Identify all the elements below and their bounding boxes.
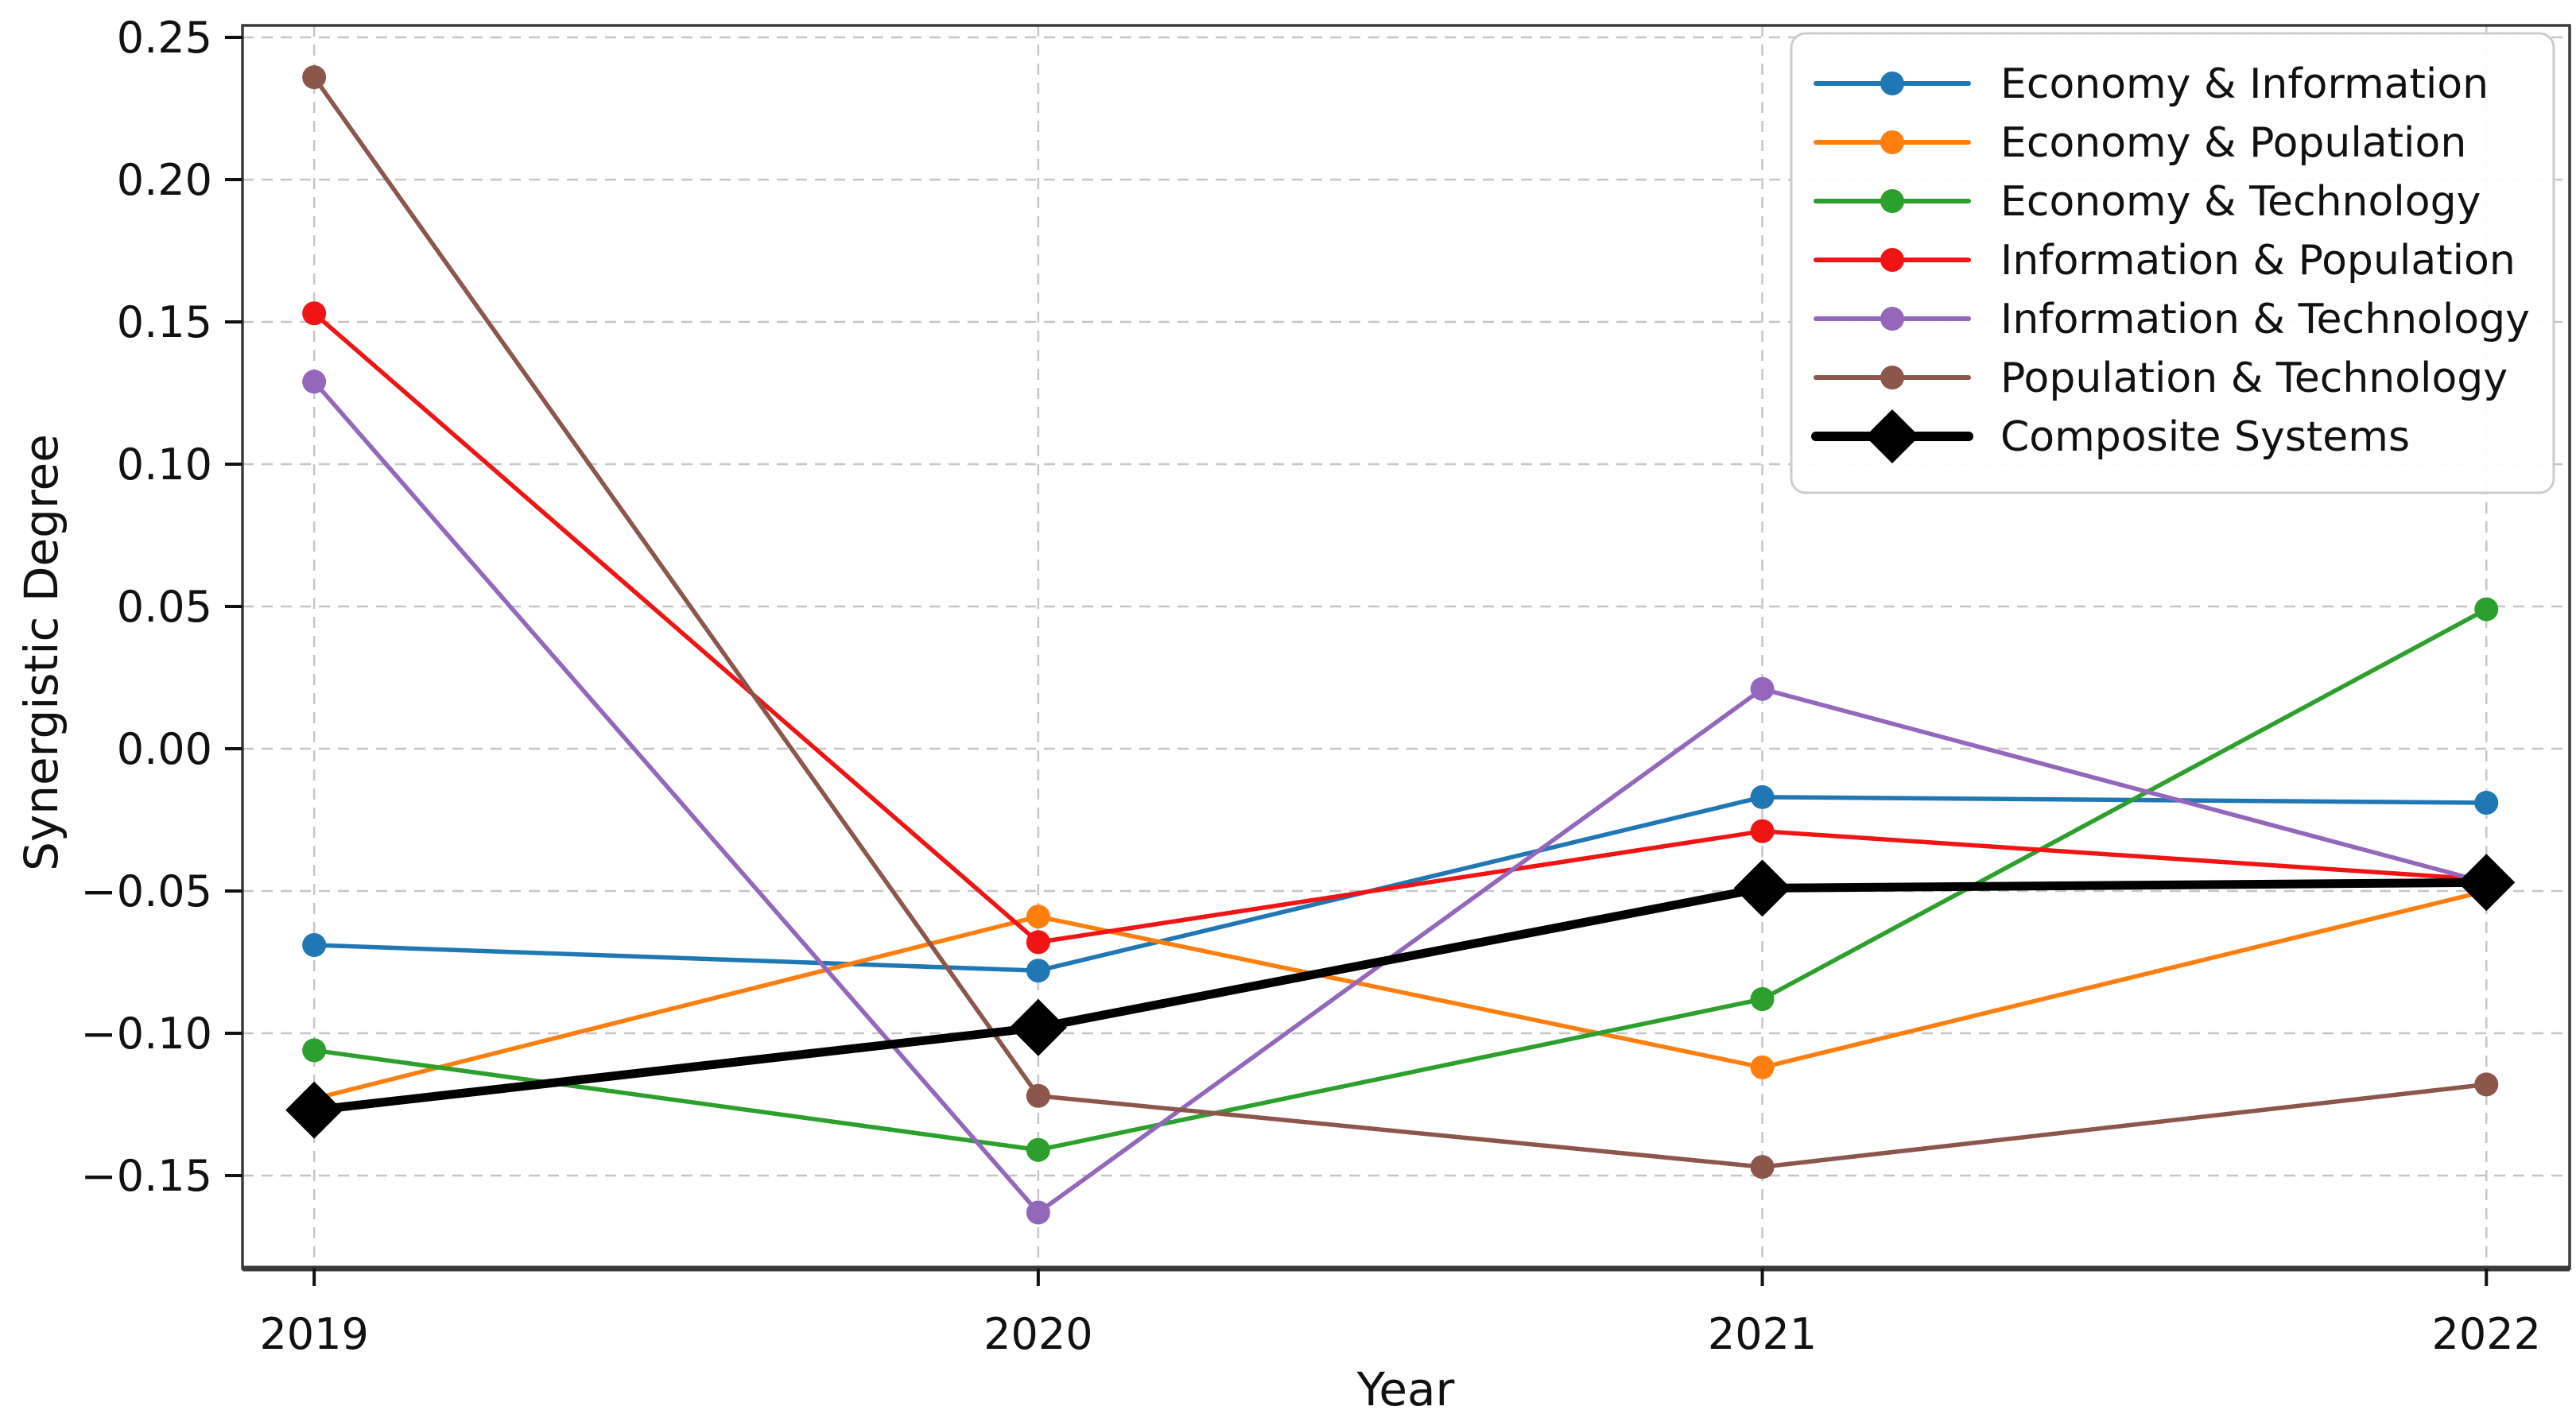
legend-item-label: Economy & Information xyxy=(2000,60,2489,108)
y-tick-label: 0.00 xyxy=(117,724,212,774)
legend-item-economy-population: Economy & Population xyxy=(1814,119,2466,167)
legend-marker-circle xyxy=(1880,366,1904,389)
x-tick-label: 2019 xyxy=(259,1309,368,1359)
marker-circle-economy-technology xyxy=(2474,597,2499,622)
marker-circle-information-population xyxy=(1026,930,1050,955)
marker-circle-economy-technology xyxy=(1026,1137,1050,1162)
legend-marker-circle xyxy=(1880,130,1904,154)
legend-item-information-technology: Information & Technology xyxy=(1814,296,2530,343)
series-line-economy-information xyxy=(312,795,2489,973)
y-tick-label: 0.25 xyxy=(117,13,212,63)
y-tick-label: 0.20 xyxy=(117,155,212,205)
legend-item-label: Population & Technology xyxy=(2000,354,2508,402)
series-line-composite-systems xyxy=(309,877,2491,1115)
series-line-information-technology xyxy=(312,379,2489,1215)
legend-marker-circle xyxy=(1880,307,1904,331)
marker-circle-economy-information xyxy=(1750,784,1775,809)
legend-item-information-population: Information & Population xyxy=(1814,237,2516,285)
y-tick-label: 0.05 xyxy=(117,582,212,632)
marker-circle-information-technology xyxy=(302,370,327,394)
legend-item-label: Composite Systems xyxy=(2000,413,2410,461)
gridlines-layer xyxy=(242,25,2570,1269)
legend-item-label: Economy & Population xyxy=(2000,119,2466,167)
legend-item-label: Economy & Technology xyxy=(2000,178,2481,226)
legend-item-population-technology: Population & Technology xyxy=(1814,354,2508,402)
y-axis-label: Synergistic Degree xyxy=(14,434,68,871)
y-tick-label: 0.10 xyxy=(117,440,212,490)
marker-circle-economy-population xyxy=(1750,1055,1775,1079)
y-tick-label: 0.15 xyxy=(117,297,212,347)
legend-item-economy-information: Economy & Information xyxy=(1814,60,2489,108)
marker-circle-information-technology xyxy=(1750,676,1775,701)
marker-circle-information-population xyxy=(1750,819,1775,843)
legend-item-label: Information & Technology xyxy=(2000,296,2530,343)
marker-circle-population-technology xyxy=(1026,1083,1050,1108)
legend-item-label: Information & Population xyxy=(2000,237,2516,285)
series-layer xyxy=(285,65,2516,1225)
legend-box xyxy=(1790,32,2555,494)
marker-diamond-composite-systems xyxy=(285,1081,343,1139)
y-tick-label: −0.05 xyxy=(81,866,212,916)
series-line-population-technology xyxy=(312,75,2489,1169)
x-axis-label: Year xyxy=(1356,1362,1455,1414)
x-tick-label: 2020 xyxy=(983,1309,1092,1359)
legend-marker-circle xyxy=(1880,248,1904,272)
marker-circle-population-technology xyxy=(2474,1072,2499,1097)
x-tick-label: 2021 xyxy=(1708,1309,1817,1359)
y-tick-label: −0.10 xyxy=(81,1009,212,1059)
axes-layer: 0.25 0.20 0.15 0.10 0.05 0.00 −0.05 −0.10 −0.15 2… xyxy=(81,13,2571,1359)
marker-diamond-composite-systems xyxy=(2458,854,2516,912)
marker-circle-population-technology xyxy=(302,65,327,90)
series-line-economy-technology xyxy=(312,606,2489,1153)
marker-circle-economy-technology xyxy=(1750,986,1775,1011)
marker-circle-economy-information xyxy=(1026,959,1050,983)
series-line-information-population xyxy=(312,311,2489,945)
y-tick-label: −0.15 xyxy=(81,1151,212,1201)
legend-marker-circle xyxy=(1880,189,1904,213)
marker-circle-economy-population xyxy=(1026,905,1050,929)
legend-marker-circle xyxy=(1880,72,1904,95)
legend-marker-diamond xyxy=(1865,409,1919,463)
legend-item-composite-systems: Composite Systems xyxy=(1811,409,2410,463)
x-tick-label: 2022 xyxy=(2432,1309,2541,1359)
series-line-economy-population xyxy=(312,889,2489,1102)
legend: Economy & Information Economy & Populatio… xyxy=(1790,32,2555,494)
marker-circle-economy-information xyxy=(2474,790,2499,815)
marker-diamond-composite-systems xyxy=(1733,859,1791,917)
legend-item-economy-technology: Economy & Technology xyxy=(1814,178,2481,226)
marker-diamond-composite-systems xyxy=(1009,998,1067,1056)
marker-circle-economy-information xyxy=(302,932,327,957)
marker-circle-economy-technology xyxy=(302,1038,327,1063)
marker-circle-information-technology xyxy=(1026,1200,1050,1225)
marker-circle-information-population xyxy=(302,301,327,326)
marker-circle-population-technology xyxy=(1750,1155,1775,1180)
